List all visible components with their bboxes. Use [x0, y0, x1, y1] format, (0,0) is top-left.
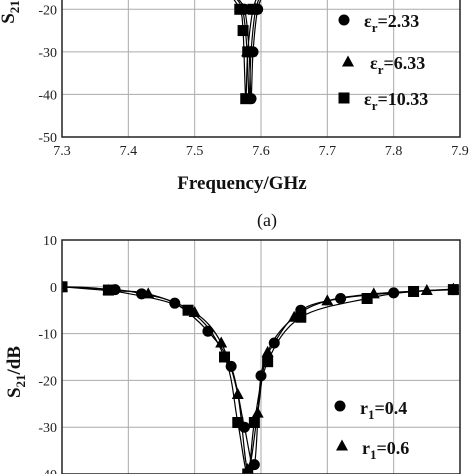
a-legend-marker-square — [338, 92, 350, 104]
b-data-point-square — [62, 281, 68, 293]
a-data-point-square — [242, 46, 254, 58]
chart-b-markers — [62, 280, 460, 474]
chart-a-x-axis-label: Frequency/GHz — [177, 173, 307, 194]
b-y-tick-label: -20 — [38, 374, 57, 389]
b-legend-label-value: =0.4 — [375, 398, 408, 418]
b-data-point-triangle — [142, 287, 155, 299]
b-legend-label-base: r — [362, 438, 370, 458]
a-legend-label-base: ε — [364, 11, 372, 31]
b-data-point-square — [295, 311, 307, 323]
b-data-point-circle — [255, 370, 267, 382]
b-data-point-square — [408, 285, 420, 297]
a-y-tick-label: -50 — [38, 131, 57, 146]
b-data-point-triangle — [215, 336, 228, 348]
b-legend-label-value: =0.6 — [377, 438, 410, 458]
b-legend-marker-triangle — [336, 439, 348, 451]
b-data-point-square — [447, 284, 459, 296]
b-legend-label: r1=0.6 — [362, 438, 409, 462]
b-y-tick-label: 0 — [50, 281, 57, 296]
b-y-tick-label: 10 — [43, 234, 57, 249]
b-data-point-circle — [248, 459, 260, 471]
a-legend-label: εr=10.33 — [364, 89, 428, 113]
chart-b-y-axis-label-subscript: 21 — [13, 374, 28, 387]
b-data-point-circle — [169, 297, 181, 309]
b-legend-label-subscript: 1 — [370, 447, 377, 462]
b-data-point-circle — [388, 287, 400, 299]
b-data-point-square — [248, 417, 260, 429]
b-data-point-circle — [202, 325, 214, 337]
b-data-point-square — [232, 417, 244, 429]
a-legend-label-subscript: r — [378, 62, 384, 77]
b-data-point-square — [219, 351, 231, 363]
b-y-tick-label: -40 — [38, 468, 57, 474]
b-legend-label: r1=0.4 — [360, 398, 407, 422]
a-x-tick-label: 7.6 — [252, 144, 270, 159]
a-legend-marker-circle — [338, 14, 350, 26]
b-legend-label-base: r — [360, 398, 368, 418]
chart-b-legend: r1=0.4r1=0.6 — [334, 398, 409, 462]
b-data-point-circle — [225, 360, 237, 372]
a-x-tick-label: 7.7 — [319, 144, 337, 159]
chart-b-y-axis-label-unit: /dB — [4, 346, 25, 376]
b-legend-label-subscript: 1 — [368, 407, 375, 422]
b-data-point-circle — [268, 337, 280, 349]
chart-a-markers — [234, 2, 264, 105]
a-x-tick-label: 7.5 — [186, 144, 204, 159]
a-legend-label-subscript: r — [372, 98, 378, 113]
b-data-point-square — [102, 284, 114, 296]
a-x-tick-label: 7.9 — [451, 144, 469, 159]
b-data-point-square — [361, 293, 373, 304]
a-x-tick-label: 7.8 — [385, 144, 403, 159]
a-y-tick-label: -30 — [38, 46, 57, 61]
chart-a-y-axis-label: S21 — [0, 0, 22, 24]
a-y-tick-label: -20 — [38, 3, 57, 18]
a-x-tick-label: 7.4 — [120, 144, 138, 159]
chart-b-y-axis-label: S21/dB — [4, 346, 28, 398]
a-legend-label-base: ε — [370, 53, 378, 73]
a-x-tick-label: 7.3 — [53, 144, 71, 159]
b-data-point-square — [262, 356, 274, 368]
a-data-point-square — [247, 3, 259, 15]
chart-b-plot-frame — [61, 239, 461, 474]
b-data-point-triangle — [261, 345, 274, 357]
b-data-point-triangle — [420, 284, 433, 296]
a-data-point-square — [240, 93, 252, 105]
chart-a: -20-30-40-507.3 7.4 7.5 7.6 7.7 7.8 7.9 εr=2.3… — [0, 0, 469, 231]
a-legend-label: εr=2.33 — [364, 11, 419, 35]
a-y-tick-label: -40 — [38, 88, 57, 103]
a-legend-label-base: ε — [364, 89, 372, 109]
a-legend-marker-triangle — [342, 55, 354, 67]
a-data-point-square — [234, 3, 246, 15]
chart-b-tick-labels: 10 0 -10 -20 -30 -40 — [38, 234, 57, 474]
b-data-point-circle — [335, 293, 347, 304]
b-y-tick-label: -30 — [38, 421, 57, 436]
chart-b: 100-10-20-30-40 r1=0.4r1=0.6 S21/dB — [4, 234, 461, 474]
b-data-point-triangle — [231, 387, 244, 399]
a-legend-label-value: =2.33 — [377, 11, 419, 31]
chart-a-plot-frame — [61, 0, 461, 138]
b-data-point-square — [242, 468, 254, 474]
a-data-point-square — [237, 25, 249, 37]
chart-a-tick-labels: -20 -30 -40 -507.3 7.4 7.5 7.6 7.7 7.8 7.9 — [38, 3, 468, 159]
a-legend-label: εr=6.33 — [370, 53, 425, 77]
b-y-tick-label: -10 — [38, 328, 57, 343]
b-data-point-triangle — [321, 294, 334, 306]
a-legend-label-subscript: r — [372, 20, 378, 35]
chart-a-caption: (a) — [257, 210, 277, 231]
b-legend-marker-circle — [334, 400, 346, 412]
chart-b-grid — [62, 240, 460, 474]
b-data-point-square — [182, 304, 194, 316]
chart-a-y-axis-label-subscript: 21 — [7, 0, 22, 13]
a-legend-label-value: =6.33 — [383, 53, 425, 73]
a-legend-label-value: =10.33 — [377, 89, 428, 109]
b-data-point-triangle — [251, 406, 264, 418]
